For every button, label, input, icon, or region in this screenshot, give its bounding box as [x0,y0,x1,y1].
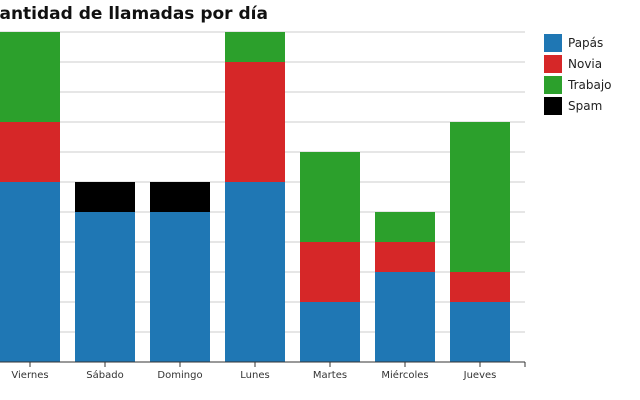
bar-trabajo [225,32,285,62]
bar-papás [75,212,135,362]
bar-papás [375,272,435,362]
bar-papás [225,182,285,362]
bar-trabajo [375,212,435,242]
bar-papás [450,302,510,362]
legend-swatch [544,33,562,52]
legend-swatch [544,96,562,115]
legend-label: Spam [568,98,603,113]
bar-spam [75,182,135,212]
x-tick-label: Lunes [240,370,269,381]
bar-novia [0,122,60,182]
bar-novia [225,62,285,182]
legend-label: Papás [568,35,604,50]
x-tick-label: Viernes [11,370,48,381]
x-tick-label: Miércoles [381,369,428,381]
bar-trabajo [450,122,510,272]
legend-item: Spam [544,95,612,116]
legend-swatch [544,75,562,94]
bar-novia [375,242,435,272]
x-tick-label: Martes [313,370,347,381]
bar-trabajo [300,152,360,242]
legend-item: Novia [544,53,612,74]
bar-papás [300,302,360,362]
bar-spam [150,182,210,212]
legend-item: Trabajo [544,74,612,95]
legend: Papás Novia Trabajo Spam [544,32,612,116]
x-tick-label: Sábado [86,369,123,381]
legend-swatch [544,54,562,73]
bar-novia [450,272,510,302]
legend-item: Papás [544,32,612,53]
legend-label: Novia [568,56,603,71]
bar-novia [300,242,360,302]
legend-label: Trabajo [568,77,612,92]
bar-papás [0,182,60,362]
bar-trabajo [0,32,60,122]
bar-papás [150,212,210,362]
x-tick-label: Jueves [463,370,497,381]
x-tick-label: Domingo [157,370,202,381]
chart-title: Cantidad de llamadas por día [0,4,268,24]
